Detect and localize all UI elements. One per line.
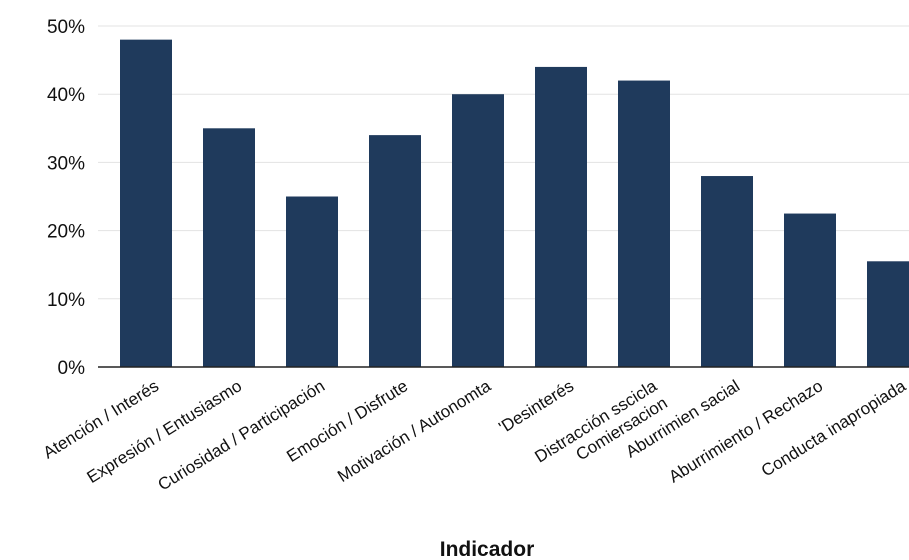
x-tick-label: Motivación / Autonomta [334,376,494,486]
y-tick-label: 50% [47,17,85,38]
bar [203,128,255,367]
y-axis-ticks: 0% 10% 20% 30% 40% 50% [47,17,85,379]
bars [120,39,909,368]
y-tick-label: 20% [47,222,85,243]
y-tick-label: 10% [47,290,85,311]
bar [286,196,338,367]
y-tick-label: 40% [47,85,85,106]
bar [452,94,504,367]
bar [867,261,909,367]
x-tick-label: 'Desinterés [495,376,577,437]
bar [535,66,587,368]
bar [701,176,753,367]
bar [120,39,172,367]
bar [784,213,836,367]
bar [369,135,421,367]
y-tick-label: 0% [58,358,86,379]
y-tick-label: 30% [47,153,85,174]
x-axis-title: Indicador [440,538,535,560]
x-tick-label: Expresión / Entusiasmo [84,376,246,487]
x-tick-label: Conducta inapropiada [758,376,909,481]
x-tick-label: Aburrimiento / Rechazo [665,376,826,486]
bar [618,80,670,367]
